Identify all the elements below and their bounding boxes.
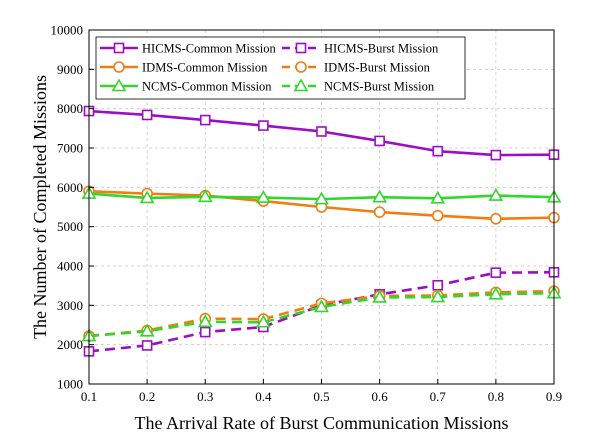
legend-marker [295,42,307,54]
legend-label: IDMS-Burst Mission [324,61,431,75]
legend-box [95,36,466,100]
data-point [141,109,153,121]
y-tick-label: 3000 [57,298,83,313]
legend-label: HICMS-Common Mission [142,42,276,56]
series-line [88,291,555,338]
data-point [141,340,153,351]
legend: HICMS-Common Mission HICMS-Burst Mission I… [95,36,466,100]
x-tick-label: 0.3 [197,389,213,404]
legend-label: IDMS-Common Mission [142,61,268,75]
y-tick-label: 10000 [51,23,84,38]
data-point [372,289,388,303]
data-point [314,299,329,313]
legend-marker [293,78,309,92]
series-group [81,105,562,357]
series-ncms-burst-mission [81,285,562,342]
legend-marker [113,61,125,73]
y-tick-label: 2000 [57,337,83,352]
data-point [255,189,271,203]
legend-label: HICMS-Burst Mission [324,42,439,56]
y-tick-label: 5000 [57,219,83,234]
data-point [430,289,446,303]
data-point [490,213,502,225]
y-tick-label: 6000 [57,180,83,195]
data-point [197,189,213,203]
x-tick-label: 0.6 [372,389,389,404]
x-tick-label: 0.2 [139,389,155,404]
x-tick-label: 0.7 [430,389,447,404]
legend-marker [111,78,127,92]
data-point [314,191,329,205]
data-point [430,190,446,204]
data-point [488,286,504,300]
data-point [372,189,388,203]
data-point [490,149,502,161]
data-point [139,190,155,204]
data-point [139,323,155,337]
y-tick-label: 4000 [57,259,83,274]
data-point [488,187,504,201]
series-ncms-common-mission [81,186,562,205]
data-point [197,314,213,328]
x-tick-label: 0.1 [81,389,97,404]
series-line [88,289,555,338]
axis-ticks: 0.1 0.2 0.3 0.4 0.5 0.6 0.7 0.8 0.9 1000 2000 3000 4… [51,23,563,405]
data-point [490,267,502,278]
y-tick-label: 8000 [57,101,83,116]
x-tick-label: 0.9 [546,389,562,404]
data-point [258,120,269,131]
data-point [255,314,271,328]
legend-marker [295,61,307,73]
x-axis-title: The Arrival Rate of Burst Communication … [135,413,509,433]
y-axis-title: The Number of Completed Missions [30,75,50,339]
data-point [373,206,386,218]
data-point [374,135,385,147]
x-tick-label: 0.8 [488,389,504,404]
series-hicms-common-mission [83,105,560,161]
legend-label: NCMS-Common Mission [142,80,272,94]
data-point [199,114,211,126]
data-point [316,126,327,137]
y-tick-label: 9000 [57,62,83,77]
data-point [432,145,444,157]
y-tick-label: 7000 [57,141,83,156]
data-point [431,209,444,222]
x-tick-label: 0.4 [255,389,272,404]
x-tick-label: 0.5 [313,389,329,404]
data-point [432,279,444,291]
data-point [199,326,211,338]
y-tick-label: 1000 [57,377,83,392]
legend-label: NCMS-Burst Mission [324,80,435,94]
legend-marker [113,42,125,54]
